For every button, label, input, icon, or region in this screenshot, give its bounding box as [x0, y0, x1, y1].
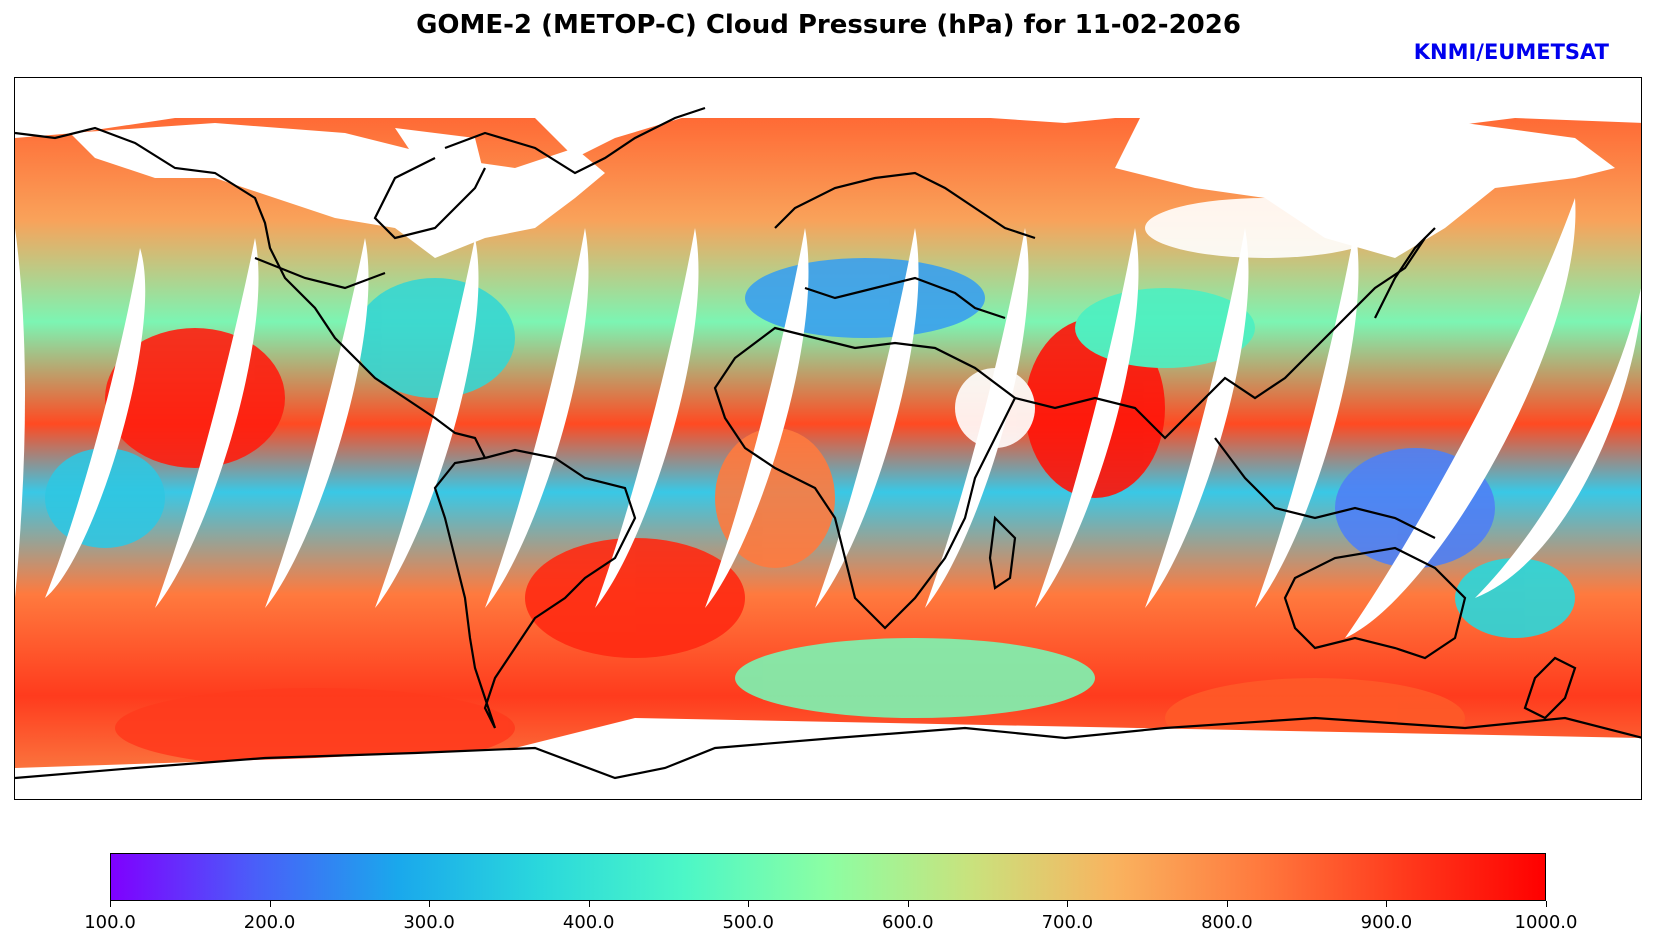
colorbar [110, 853, 1546, 901]
colorbar-tick [907, 901, 909, 907]
map-frame[interactable] [14, 77, 1642, 800]
colorbar-tick [1226, 901, 1228, 907]
colorbar-tick [748, 901, 750, 907]
colorbar-tick [1546, 901, 1547, 907]
colorbar-tick-label: 200.0 [243, 912, 296, 933]
colorbar-tick-label: 900.0 [1360, 912, 1413, 933]
colorbar-tick [1067, 901, 1069, 907]
colorbar-tick [269, 901, 271, 907]
colorbar-tick [110, 901, 111, 907]
colorbar-tick-label: 400.0 [562, 912, 615, 933]
colorbar-ticks: 100.0 200.0 300.0 400.0 500.0 600.0 700.0 800.0… [0, 901, 1657, 951]
colorbar-tick-label: 600.0 [882, 912, 934, 933]
map-title: GOME-2 (METOP-C) Cloud Pressure (hPa) fo… [416, 10, 1241, 40]
colorbar-tick [588, 901, 590, 907]
colorbar-tick-label: 500.0 [722, 912, 774, 933]
credit-label: KNMI/EUMETSAT [1413, 40, 1609, 64]
land-no-data [15, 78, 1641, 799]
colorbar-tick-label: 1000.0 [1514, 912, 1578, 933]
colorbar-tick [429, 901, 431, 907]
swath-gaps [15, 198, 1641, 638]
colorbar-tick-label: 800.0 [1201, 912, 1253, 933]
colorbar-tick-label: 100.0 [84, 912, 136, 933]
cloud-pressure-map [15, 78, 1641, 799]
coastlines [15, 106, 1641, 780]
colorbar-tick-label: 300.0 [403, 912, 455, 933]
colorbar-tick-label: 700.0 [1041, 912, 1094, 933]
colorbar-tick [1386, 901, 1388, 907]
